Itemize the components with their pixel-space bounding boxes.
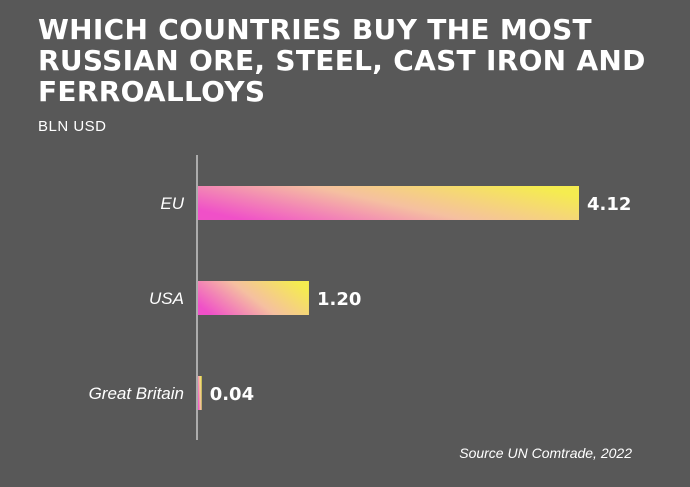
category-label: USA (149, 289, 184, 308)
category-label: Great Britain (89, 384, 184, 403)
bar (198, 281, 309, 315)
chart-title: WHICH COUNTRIES BUY THE MOST RUSSIAN ORE… (38, 13, 646, 108)
category-label: EU (160, 194, 184, 213)
value-label: 1.20 (317, 289, 361, 310)
bar (198, 186, 579, 220)
value-label: 4.12 (587, 194, 631, 215)
unit-label: BLN USD (38, 118, 107, 135)
value-label: 0.04 (210, 384, 254, 405)
source-note: Source UN Comtrade, 2022 (459, 445, 632, 461)
bar (198, 376, 202, 410)
